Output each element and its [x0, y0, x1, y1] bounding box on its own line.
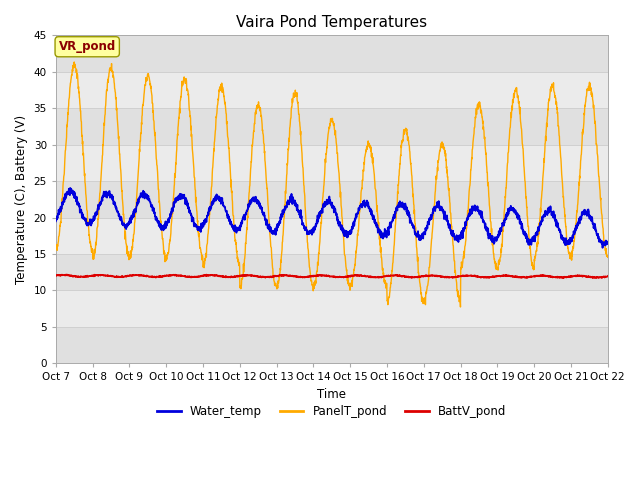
- Y-axis label: Temperature (C), Battery (V): Temperature (C), Battery (V): [15, 115, 28, 284]
- Bar: [56, 36, 608, 72]
- Bar: [56, 254, 608, 290]
- Bar: [56, 327, 608, 363]
- Bar: [56, 217, 608, 254]
- Bar: [56, 181, 608, 217]
- Title: Vaira Pond Temperatures: Vaira Pond Temperatures: [236, 15, 428, 30]
- Bar: [56, 290, 608, 327]
- Bar: [56, 144, 608, 181]
- Bar: [56, 72, 608, 108]
- Legend: Water_temp, PanelT_pond, BattV_pond: Water_temp, PanelT_pond, BattV_pond: [152, 401, 511, 423]
- Text: VR_pond: VR_pond: [59, 40, 116, 53]
- X-axis label: Time: Time: [317, 388, 346, 401]
- Bar: [56, 108, 608, 144]
